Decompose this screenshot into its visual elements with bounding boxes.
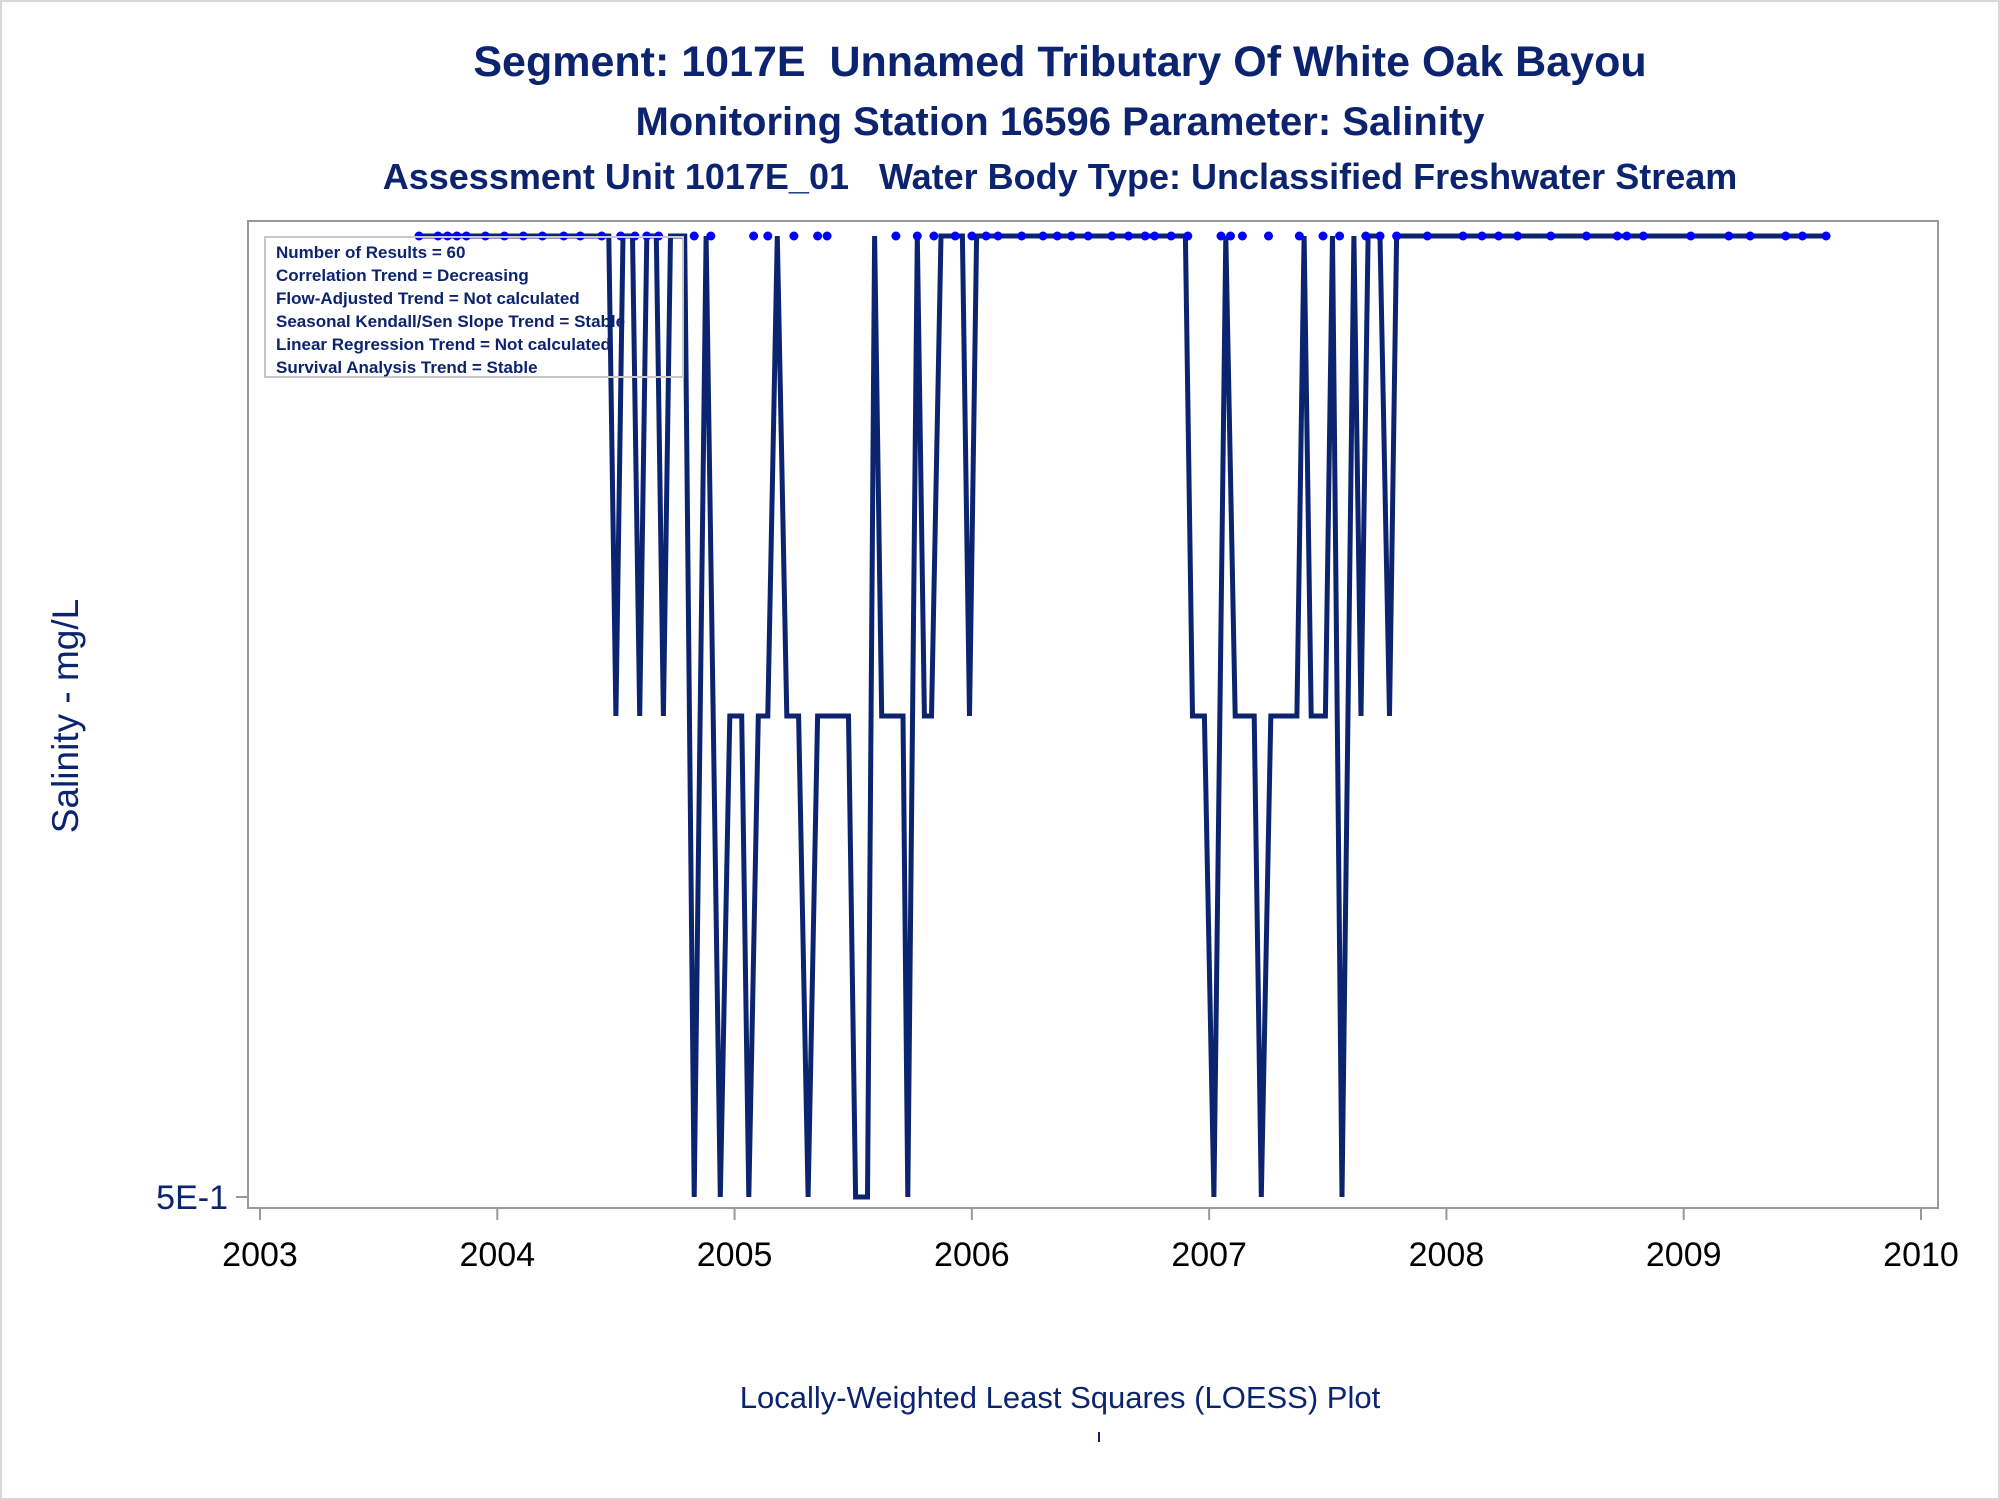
data-point: [1494, 231, 1504, 241]
data-point: [1226, 231, 1235, 241]
x-tick-label: 2004: [459, 1236, 535, 1274]
data-point: [967, 231, 977, 241]
stat-line: Seasonal Kendall/Sen Slope Trend = Stabl…: [276, 312, 626, 331]
x-tick-label: 2010: [1883, 1236, 1959, 1274]
data-point: [1318, 231, 1328, 241]
data-point: [813, 231, 823, 241]
series-line: [419, 233, 1827, 1200]
data-point: [1166, 231, 1176, 241]
data-point: [912, 231, 922, 241]
data-point: [1458, 231, 1468, 241]
y-axis-label: Salinity - mg/L: [45, 598, 86, 834]
x-tick-label: 2006: [934, 1236, 1010, 1274]
chart-subtitle: Monitoring Station 16596 Parameter: Sali…: [635, 100, 1485, 144]
data-point: [1067, 231, 1076, 241]
data-point: [993, 231, 1003, 241]
plot-area: [247, 220, 1939, 1209]
data-point: [1335, 231, 1345, 241]
x-tick-label: 2009: [1646, 1236, 1722, 1274]
data-point: [1686, 231, 1696, 241]
data-point: [1237, 231, 1247, 241]
data-point: [1745, 231, 1755, 241]
data-point: [1183, 231, 1193, 241]
data-point: [1294, 231, 1304, 241]
y-tick-label: 5E-1: [156, 1179, 228, 1217]
data-point: [1052, 231, 1062, 241]
data-point: [1821, 231, 1831, 241]
data-point: [763, 231, 773, 241]
stat-line: Number of Results = 60: [276, 243, 466, 262]
data-point: [1083, 231, 1093, 241]
data-point: [1107, 231, 1117, 241]
data-point: [706, 231, 716, 241]
stats-legend: Number of Results = 60 Correlation Trend…: [264, 236, 684, 378]
data-point: [1422, 231, 1432, 241]
data-point: [1638, 231, 1648, 241]
chart-title: Segment: 1017E Unnamed Tributary Of Whit…: [473, 38, 1647, 86]
x-tick-label: 2005: [697, 1236, 773, 1274]
stat-line: Correlation Trend = Decreasing: [276, 266, 529, 285]
x-tick-label: 2008: [1409, 1236, 1485, 1274]
x-tick-label: 2007: [1171, 1236, 1247, 1274]
data-point: [789, 231, 799, 241]
data-point: [1150, 231, 1160, 241]
data-point: [1361, 231, 1371, 241]
data-point: [1124, 231, 1133, 241]
data-point: [1612, 231, 1622, 241]
data-point: [981, 231, 991, 241]
data-point: [929, 231, 939, 241]
stat-line: Survival Analysis Trend = Stable: [276, 358, 538, 377]
data-point: [1513, 231, 1523, 241]
x-axis: 2003 2004 2005 2006 2007 2008 2009 2010: [222, 1208, 1959, 1274]
series-points-group: [414, 231, 1831, 241]
data-point: [1622, 231, 1632, 241]
data-point: [1477, 231, 1487, 241]
data-point: [950, 231, 960, 241]
data-point: [1581, 231, 1591, 241]
data-point: [1017, 231, 1027, 241]
data-point: [1724, 231, 1734, 241]
data-point: [689, 231, 699, 241]
footnote-tick-mark: [1098, 1432, 1100, 1442]
data-point: [1546, 231, 1556, 241]
data-point: [1375, 231, 1385, 241]
data-point: [1140, 231, 1150, 241]
y-axis: 5E-1: [156, 1179, 248, 1217]
data-point: [1392, 231, 1402, 241]
chart-subtitle-2: Assessment Unit 1017E_01 Water Body Type…: [382, 156, 1738, 197]
stat-line: Flow-Adjusted Trend = Not calculated: [276, 289, 580, 308]
data-point: [891, 231, 901, 241]
data-point: [822, 231, 832, 241]
data-point: [1264, 231, 1273, 241]
data-point: [1781, 231, 1791, 241]
data-point: [1797, 231, 1807, 241]
data-point: [1216, 231, 1226, 241]
stat-line: Linear Regression Trend = Not calculated: [276, 335, 611, 354]
data-point: [1038, 231, 1048, 241]
series-line-group: [419, 233, 1827, 1200]
data-point: [749, 231, 759, 241]
footnote: Locally-Weighted Least Squares (LOESS) P…: [739, 1380, 1381, 1415]
x-tick-label: 2003: [222, 1236, 298, 1274]
